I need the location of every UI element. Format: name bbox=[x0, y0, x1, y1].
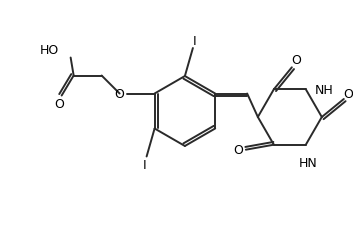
Text: O: O bbox=[291, 54, 301, 67]
Text: O: O bbox=[115, 88, 125, 101]
Text: O: O bbox=[343, 87, 353, 100]
Text: I: I bbox=[143, 158, 146, 171]
Text: O: O bbox=[233, 144, 243, 157]
Text: HO: HO bbox=[40, 44, 59, 57]
Text: NH: NH bbox=[315, 83, 333, 96]
Text: HN: HN bbox=[298, 157, 317, 169]
Text: I: I bbox=[193, 34, 197, 47]
Text: O: O bbox=[55, 98, 65, 110]
